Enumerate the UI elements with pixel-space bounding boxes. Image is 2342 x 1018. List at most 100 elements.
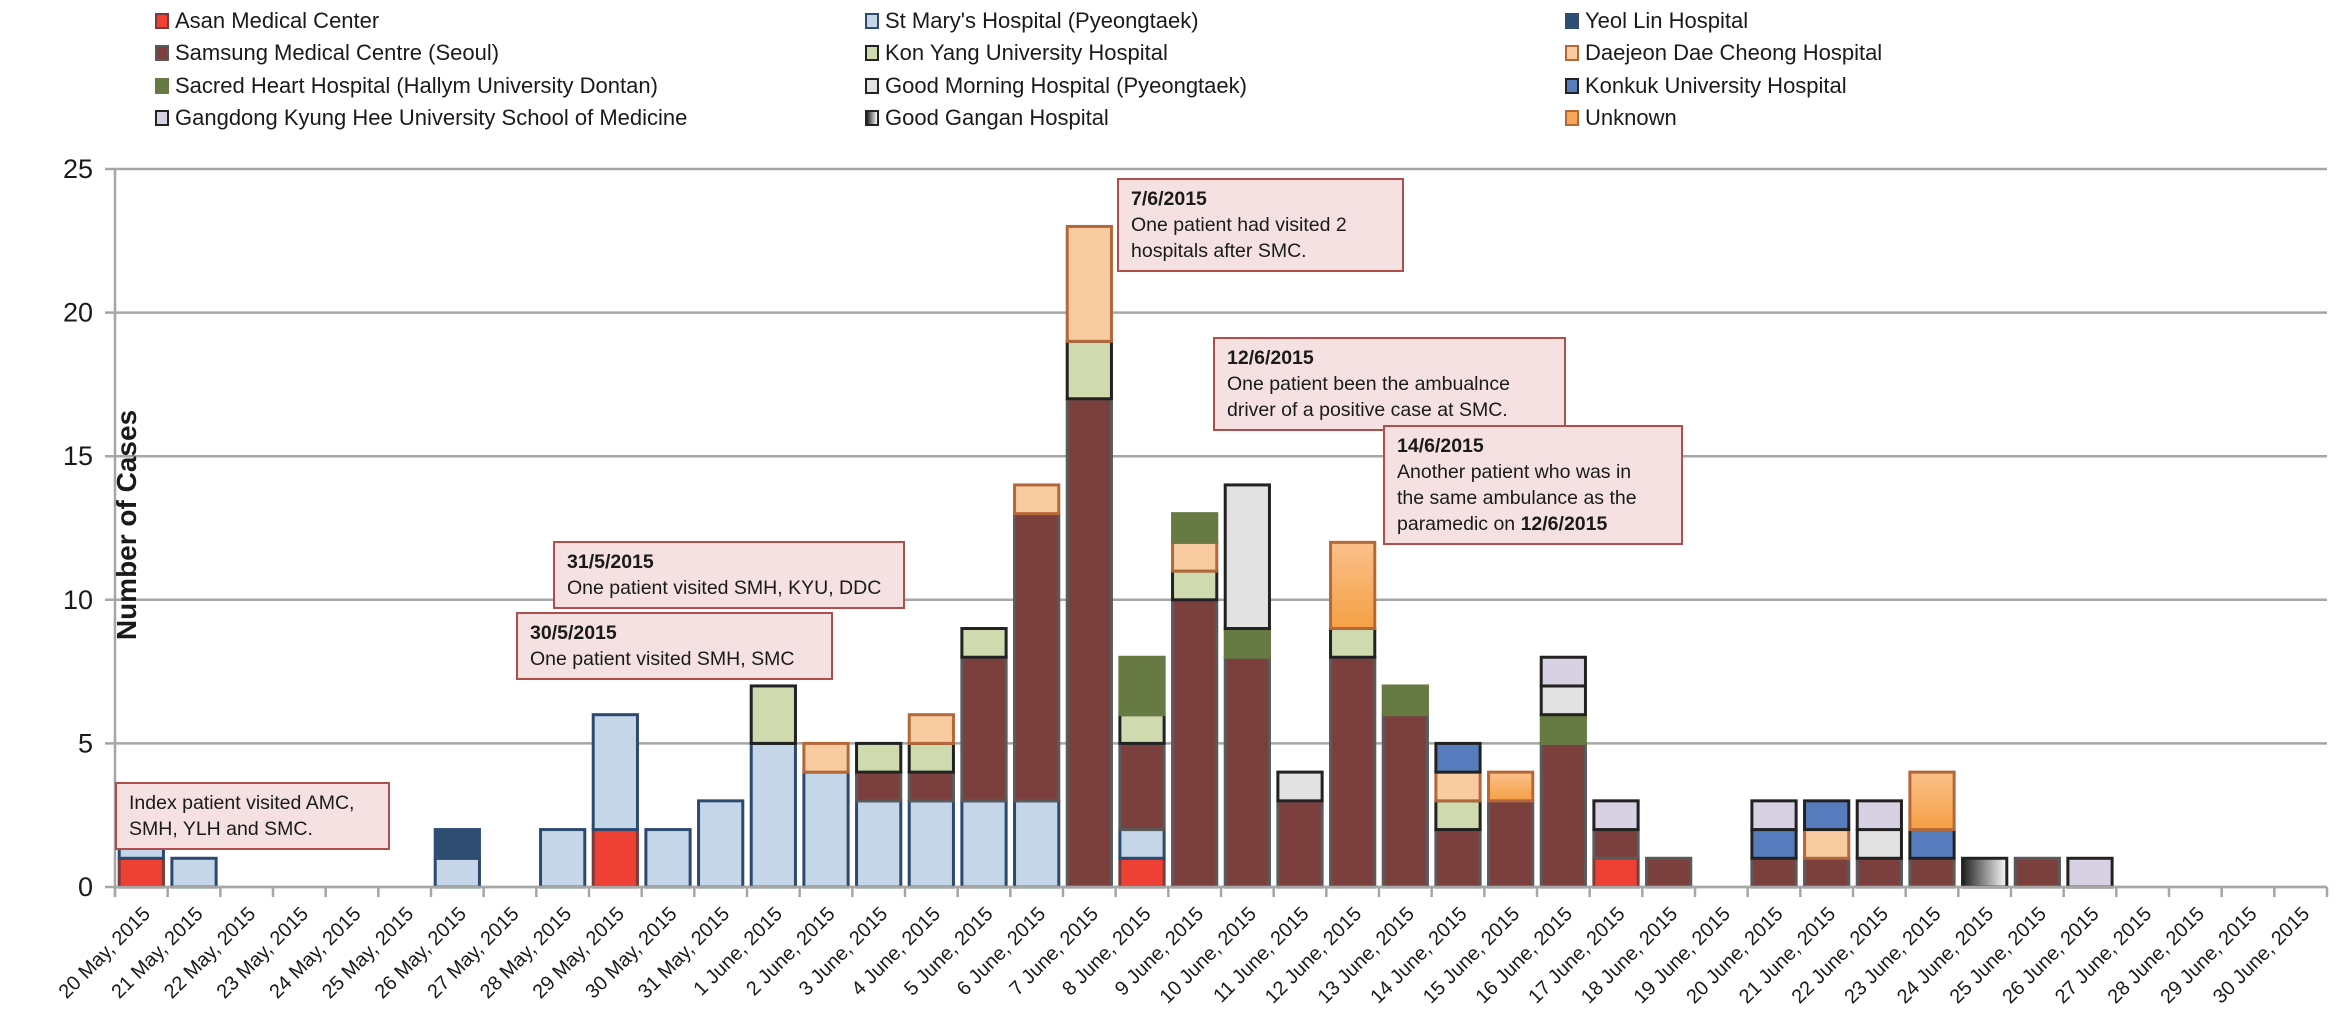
legend-swatch [1565,110,1579,126]
bar-segment [1908,770,1956,832]
legend-label: Kon Yang University Hospital [885,40,1168,65]
bar-segment [1961,856,2009,889]
legend-item: St Mary's Hospital (Pyeongtaek) [865,8,1199,34]
y-tick-label: 20 [63,298,93,328]
bar-segment [1539,655,1587,688]
legend-item: Samsung Medical Centre (Seoul) [155,40,499,66]
x-tick-label: 30 May, 2015 [581,903,681,1003]
legend-label: Unknown [1585,105,1677,130]
y-tick-label: 5 [78,728,93,758]
y-tick-label: 10 [63,585,93,615]
x-tick-label: 20 May, 2015 [55,903,155,1003]
bar-segment [1118,828,1166,860]
bar-segment [960,627,1008,659]
bar-segment [591,828,639,889]
legend-item: Konkuk University Hospital [1565,73,1847,99]
bar-segment [1434,770,1482,803]
x-tick-label: 31 May, 2015 [634,903,734,1003]
annotation-date: 30/5/2015 [530,622,617,644]
bar-segment [1645,856,1693,889]
bar-segment [644,828,692,889]
bar-segment [1539,684,1587,717]
bar-segment [1803,856,1851,889]
legend-item: Unknown [1565,105,1677,131]
bar-segment [855,770,903,803]
annotation-text: One patient had visited 2 [1131,214,1347,236]
bar-segment [1329,540,1377,631]
bar-segment [1381,713,1429,889]
legend-item: Good Gangan Hospital [865,105,1109,131]
annotation-text: One patient been the ambualnce [1227,373,1510,395]
bar-segment [433,828,481,860]
bar-segment [1013,512,1061,803]
bar-segment [855,799,903,889]
legend-item: Sacred Heart Hospital (Hallym University… [155,73,658,99]
bar-segment [1013,483,1061,516]
bar-segment [433,856,481,889]
legend-label: Yeol Lin Hospital [1585,8,1749,33]
legend-item: Yeol Lin Hospital [1565,8,1748,34]
bar-segment [1276,770,1324,803]
legend-swatch [155,78,169,94]
legend-swatch [865,45,879,61]
bar-segment [697,799,745,889]
bar-segment [1539,741,1587,889]
x-tick-label: 29 May, 2015 [529,903,629,1003]
x-tick-label: 28 May, 2015 [476,903,576,1003]
bar-segment [117,856,165,889]
bar-segment [1276,799,1324,889]
bar-segment [1908,856,1956,889]
legend-item: Kon Yang University Hospital [865,40,1168,66]
bar-segment [1171,540,1219,573]
annotation-date: 7/6/2015 [1131,188,1207,210]
bar-segment [1750,856,1798,889]
annotation-box: 7/6/2015 One patient had visited 2 hospita… [1117,178,1404,272]
bar-segment [907,741,955,774]
legend-swatch [155,13,169,29]
bar-segment [749,741,797,889]
bar-segment [1381,684,1429,717]
bar-segment [1118,741,1166,832]
x-tick-label: 25 May, 2015 [318,903,418,1003]
legend-label: Asan Medical Center [175,8,380,33]
y-tick-label: 25 [63,154,93,184]
legend-label: Sacred Heart Hospital (Hallym University… [175,73,658,98]
legend-swatch [865,13,879,29]
bar-segment [907,770,955,803]
legend-swatch [155,110,169,126]
annotation-text: Another patient who was in [1397,461,1632,483]
bar-segment [2013,856,2061,889]
annotation-box: 31/5/2015 One patient visited SMH, KYU, D… [553,541,905,609]
chart-legend: Asan Medical Center Samsung Medical Centr… [0,0,2342,150]
y-tick-label: 0 [78,872,93,902]
annotation-text: One patient visited SMH, SMC [530,648,795,670]
bar-segment [1118,713,1166,745]
bar-segment [1803,828,1851,860]
annotation-box: Index patient visited AMC, SMH, YLH and S… [115,782,390,850]
legend-swatch [1565,13,1579,29]
bar-segment [1171,598,1219,889]
bar-segment [591,713,639,832]
bar-segment [1065,339,1113,401]
y-tick-label: 15 [63,441,93,471]
bar-segment [1065,224,1113,343]
bar-segment [1065,397,1113,889]
bar-segment [539,828,587,889]
legend-label: Samsung Medical Centre (Seoul) [175,40,500,65]
legend-swatch [865,110,879,126]
legend-label: Konkuk University Hospital [1585,73,1847,98]
bar-segment [749,684,797,745]
bar-segment [1434,828,1482,889]
x-tick-label: 26 May, 2015 [371,903,471,1003]
legend-swatch [155,45,169,61]
bar-segment [1223,627,1271,659]
bar-segment [1223,655,1271,889]
bar-segment [1013,799,1061,889]
bar-segment [1171,512,1219,544]
bar-segment [1118,655,1166,717]
bar-segment [802,741,850,774]
annotation-box: 12/6/2015 One patient been the ambualnce d… [1213,337,1566,431]
annotation-text: Index patient visited AMC, [129,792,355,814]
legend-label: Good Morning Hospital (Pyeongtaek) [885,73,1247,98]
